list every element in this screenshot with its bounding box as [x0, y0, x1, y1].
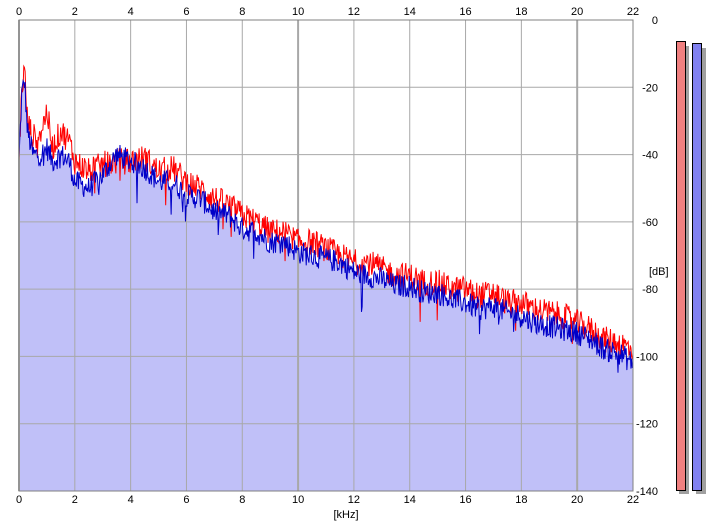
y-tick-label: -140	[636, 486, 658, 498]
x-tick-label-bottom: 22	[627, 494, 639, 506]
x-axis-top-ticks: 0 2 4 6 8 10 12 14 16 18 20 22	[16, 6, 639, 18]
y-tick-label: -60	[642, 217, 658, 229]
x-tick-label-bottom: 16	[459, 494, 471, 506]
x-tick-label-top: 22	[627, 6, 639, 18]
x-tick-label-top: 0	[16, 6, 22, 18]
spectrum-fill-area	[19, 80, 633, 491]
x-tick-label-top: 18	[515, 6, 527, 18]
x-tick-label-top: 2	[72, 6, 78, 18]
x-tick-label-top: 8	[239, 6, 245, 18]
x-tick-label-bottom: 14	[404, 494, 416, 506]
x-tick-label-top: 4	[128, 6, 134, 18]
blue-channel-line	[18, 78, 634, 373]
right-channel-level-meter	[692, 43, 702, 491]
x-tick-label-bottom: 18	[515, 494, 527, 506]
y-tick-label: -100	[636, 351, 658, 363]
spectrum-series-lines	[18, 64, 634, 373]
x-tick-label-top: 12	[348, 6, 360, 18]
x-tick-label-top: 14	[404, 6, 416, 18]
x-tick-label-bottom: 8	[239, 494, 245, 506]
y-tick-label: 0	[652, 15, 658, 27]
x-tick-label-top: 6	[183, 6, 189, 18]
x-tick-label-bottom: 12	[348, 494, 360, 506]
y-tick-label: -40	[642, 150, 658, 162]
y-tick-label: -80	[642, 284, 658, 296]
y-axis-label: [dB]	[649, 266, 669, 278]
x-tick-label-bottom: 10	[292, 494, 304, 506]
x-tick-label-bottom: 2	[72, 494, 78, 506]
x-tick-label-bottom: 4	[128, 494, 134, 506]
x-tick-label-top: 10	[292, 6, 304, 18]
x-axis-label: [kHz]	[333, 509, 358, 521]
y-tick-label: -20	[642, 82, 658, 94]
x-tick-label-top: 20	[571, 6, 583, 18]
x-tick-label-top: 16	[459, 6, 471, 18]
left-channel-level-meter	[676, 41, 686, 491]
red-channel-line	[18, 64, 634, 360]
x-tick-label-bottom: 20	[571, 494, 583, 506]
y-tick-label: -120	[636, 419, 658, 431]
x-axis-bottom-ticks: 0 2 4 6 8 10 12 14 16 18 20 22	[16, 494, 639, 506]
x-tick-label-bottom: 0	[16, 494, 22, 506]
x-tick-label-bottom: 6	[183, 494, 189, 506]
y-axis-ticks: 0 -20 -40 -60 -80 -100 -120 -140	[636, 15, 658, 498]
plot-frame	[18, 19, 634, 492]
spectrum-fill	[19, 80, 633, 491]
